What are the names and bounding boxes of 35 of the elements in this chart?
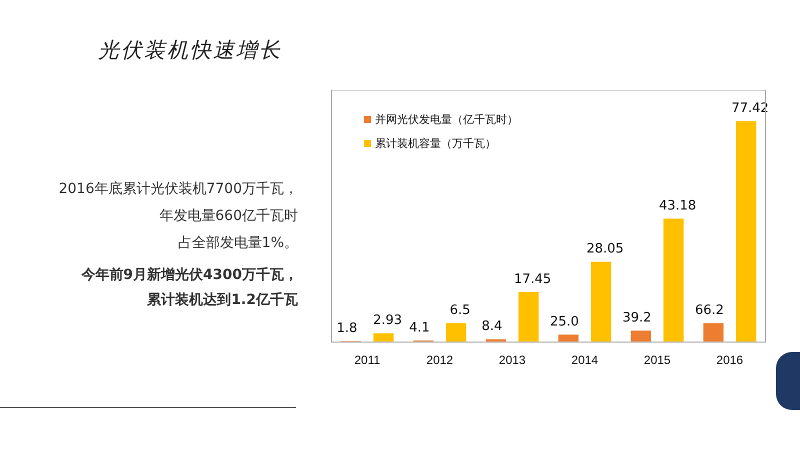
text: 占全部发电量1%。: [176, 234, 298, 253]
text: 2016年底累计光伏装机7700万千瓦，: [58, 180, 298, 199]
bar: [590, 262, 612, 342]
bar: [630, 330, 652, 342]
x-tick-label: 2015: [644, 353, 671, 368]
data-label: 6.5: [450, 302, 470, 318]
data-label: 4.1: [409, 320, 430, 336]
x-tick-label: 2013: [498, 353, 526, 368]
data-label: 25.0: [550, 314, 579, 330]
bar: [736, 121, 756, 342]
data-label: 2.93: [373, 313, 402, 328]
bar: [703, 323, 724, 342]
legend-label: 累计装机容量（万千瓦）: [374, 136, 497, 152]
data-label: 39.2: [622, 310, 652, 326]
x-tick-label: 2012: [426, 353, 454, 368]
bar: [663, 218, 684, 342]
data-label: 17.45: [514, 272, 552, 287]
bar: [518, 292, 539, 342]
x-tick-label: 2011: [354, 353, 380, 368]
data-label: 1.8: [336, 320, 358, 336]
data-label: 77.42: [731, 101, 769, 116]
bar: [446, 323, 466, 342]
data-label: 28.05: [586, 242, 624, 257]
data-label: 66.2: [694, 303, 724, 318]
text: 年发电量660亿千瓦时: [158, 207, 298, 226]
data-label: 8.4: [482, 319, 502, 334]
chart-title: 光伏装机快速增长: [98, 37, 282, 64]
legend-label: 并网光伏发电量（亿千瓦时）: [374, 112, 518, 128]
bar: [373, 333, 394, 342]
data-label: 43.18: [658, 198, 696, 214]
bar: [558, 334, 579, 342]
text: 累计装机达到1.2亿千瓦: [146, 291, 298, 310]
x-tick-label: 2014: [571, 353, 598, 368]
text: 今年前9月新增光伏4300万千瓦，: [80, 266, 298, 285]
x-tick-label: 2016: [716, 353, 744, 368]
